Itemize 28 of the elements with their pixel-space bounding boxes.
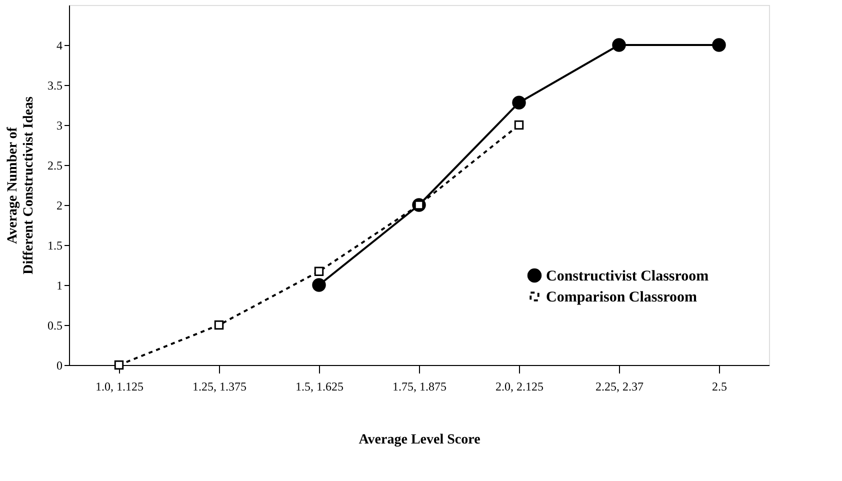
y-tick-label: 2.5 xyxy=(48,158,62,172)
y-tick-label: 1 xyxy=(56,278,62,292)
y-axis-title: Average Number of Different Constructivist Ideas xyxy=(6,96,36,274)
y-tick-label: 3.5 xyxy=(48,78,62,92)
x-tick-label: 2.5 xyxy=(712,380,727,394)
x-tick-label: 1.5, 1.625 xyxy=(296,380,344,394)
point xyxy=(314,266,324,276)
legend-label: Comparison Classroom xyxy=(546,290,698,306)
point xyxy=(612,38,626,52)
y-tick-label: 0.5 xyxy=(48,318,62,332)
y-tick-label: 3 xyxy=(56,118,62,132)
point xyxy=(214,320,224,330)
point xyxy=(712,38,726,52)
point xyxy=(114,360,124,370)
x-tick-label: 1.75, 1.875 xyxy=(392,380,446,394)
y-tick-label: 1.5 xyxy=(48,238,62,252)
x-tick-label: 1.0, 1.125 xyxy=(96,380,144,394)
x-tick-label: 2.25, 2.37 xyxy=(596,380,644,394)
point xyxy=(514,120,524,130)
point xyxy=(512,96,526,110)
point xyxy=(312,278,326,292)
x-tick-label: 1.25, 1.375 xyxy=(192,380,246,394)
x-tick-label: 2.0, 2.125 xyxy=(496,380,544,394)
y-tick-label: 0 xyxy=(56,358,62,372)
y-tick-label: 4 xyxy=(56,38,62,52)
x-axis-title: Average Level Score xyxy=(358,432,480,448)
y-tick-label: 2 xyxy=(56,198,62,212)
legend-label: Constructivist Classroom xyxy=(546,268,710,284)
